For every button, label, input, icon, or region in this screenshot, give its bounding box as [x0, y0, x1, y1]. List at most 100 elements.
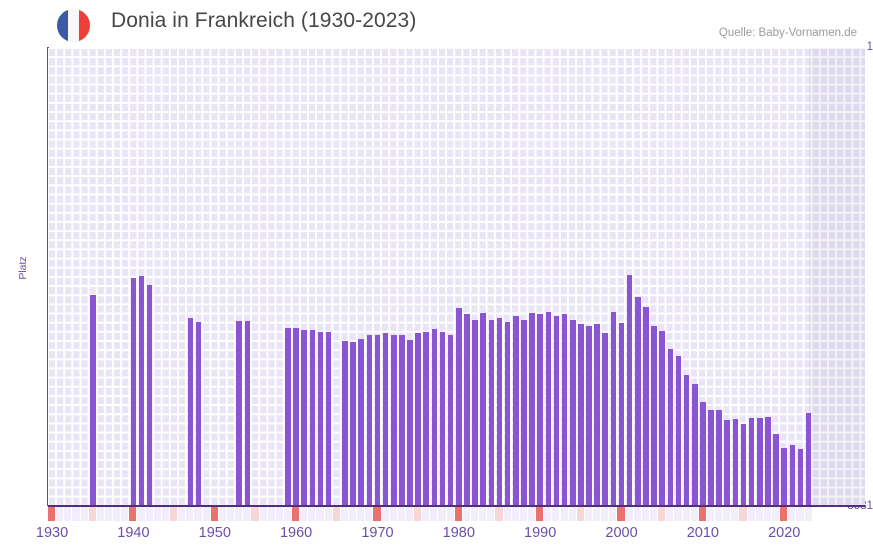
bar-1976[interactable]	[423, 331, 430, 506]
bar-2006[interactable]	[667, 348, 674, 506]
decade-strip-cell-2013	[723, 507, 732, 521]
decade-strip-cell-1971	[381, 507, 390, 521]
bar-1964[interactable]	[325, 332, 332, 506]
bar-1967[interactable]	[350, 341, 356, 506]
bar-1991[interactable]	[545, 312, 552, 506]
bar-1935[interactable]	[89, 294, 96, 506]
bar-1981[interactable]	[464, 313, 470, 506]
bar-2020[interactable]	[781, 447, 787, 506]
bar-1995[interactable]	[578, 323, 584, 506]
bar-2008[interactable]	[683, 374, 690, 506]
bar-1979[interactable]	[447, 335, 454, 506]
bar-2016[interactable]	[748, 418, 755, 506]
x-axis-tick-1980: 1980	[442, 525, 475, 541]
decade-strip-cell-1977	[430, 507, 439, 521]
bar-1973[interactable]	[399, 334, 405, 506]
bar-1961[interactable]	[301, 329, 308, 506]
bar-1953[interactable]	[236, 321, 242, 506]
bar-2010[interactable]	[700, 402, 706, 506]
bar-2023[interactable]	[805, 413, 812, 506]
decade-marker-strip	[48, 507, 865, 521]
bar-1984[interactable]	[488, 319, 495, 506]
bar-1940[interactable]	[130, 278, 137, 506]
decade-strip-cell-1996	[584, 507, 594, 521]
decade-strip-cell-1990	[536, 507, 545, 521]
bar-1985[interactable]	[496, 317, 503, 506]
bar-1980[interactable]	[456, 308, 462, 506]
bar-1992[interactable]	[553, 316, 560, 506]
bar-1986[interactable]	[504, 322, 511, 506]
decade-strip-cell-1959	[283, 507, 293, 521]
bar-1997[interactable]	[594, 323, 600, 506]
bar-1942[interactable]	[146, 284, 153, 506]
decade-strip-cell-1955	[251, 507, 260, 521]
decade-strip-cell-2004	[649, 507, 659, 521]
decade-strip-cell-1936	[96, 507, 105, 521]
bar-1962[interactable]	[309, 330, 316, 506]
france-flag-icon	[57, 9, 90, 42]
bar-1988[interactable]	[521, 320, 527, 506]
bar-1968[interactable]	[358, 339, 364, 506]
decade-strip-cell-2006	[666, 507, 675, 521]
decade-strip-cell-1969	[365, 507, 374, 521]
bar-2009[interactable]	[691, 384, 698, 506]
flag-stripe-blue	[57, 9, 68, 42]
decade-strip-cell-1948	[194, 507, 203, 521]
bar-1969[interactable]	[366, 335, 373, 506]
bar-2017[interactable]	[757, 417, 763, 506]
bar-1974[interactable]	[407, 340, 413, 506]
bar-1998[interactable]	[602, 332, 609, 506]
bar-2001[interactable]	[626, 274, 633, 506]
bar-2019[interactable]	[773, 433, 779, 506]
chart-plot-area	[48, 48, 865, 506]
bar-1972[interactable]	[390, 335, 397, 506]
decade-strip-cell-1934	[80, 507, 89, 521]
bar-1975[interactable]	[415, 332, 421, 506]
bar-2013[interactable]	[724, 420, 731, 506]
bar-2018[interactable]	[765, 417, 771, 506]
bar-1983[interactable]	[480, 312, 486, 506]
bar-2012[interactable]	[716, 409, 722, 506]
bar-1987[interactable]	[512, 315, 519, 506]
decade-strip-cell-2003	[641, 507, 650, 521]
bar-2015[interactable]	[740, 423, 747, 506]
decade-strip-cell-2010	[698, 507, 707, 521]
bar-2002[interactable]	[634, 297, 641, 506]
decade-strip-cell-2016	[747, 507, 756, 521]
bar-1971[interactable]	[382, 332, 389, 506]
bar-2003[interactable]	[643, 307, 649, 506]
bar-1963[interactable]	[317, 332, 324, 506]
bar-1960[interactable]	[293, 327, 299, 506]
bar-1978[interactable]	[439, 331, 446, 506]
bar-1959[interactable]	[285, 327, 291, 506]
bar-1982[interactable]	[472, 319, 478, 506]
bar-2000[interactable]	[618, 322, 625, 506]
bar-1989[interactable]	[529, 312, 535, 506]
bar-2007[interactable]	[675, 356, 682, 506]
bar-1999[interactable]	[610, 312, 617, 506]
decade-strip-cell-2019	[772, 507, 781, 521]
bar-1941[interactable]	[138, 275, 145, 506]
bar-1993[interactable]	[561, 314, 568, 506]
bar-1977[interactable]	[431, 328, 438, 506]
decade-strip-cell-1999	[609, 507, 618, 521]
bar-2004[interactable]	[651, 326, 657, 506]
bar-2011[interactable]	[708, 409, 714, 506]
bar-2022[interactable]	[797, 448, 804, 506]
bar-1948[interactable]	[195, 322, 202, 506]
bar-2021[interactable]	[789, 445, 796, 506]
bar-1954[interactable]	[244, 321, 251, 506]
bar-1947[interactable]	[187, 318, 194, 506]
x-axis-tick-2020: 2020	[768, 525, 801, 541]
bar-1994[interactable]	[569, 320, 576, 506]
bar-series	[48, 48, 865, 506]
bar-1966[interactable]	[342, 340, 348, 506]
bar-1996[interactable]	[586, 325, 592, 506]
decade-strip-cell-1966	[340, 507, 349, 521]
bar-1990[interactable]	[537, 314, 543, 506]
decade-strip-cell-2020	[780, 507, 789, 521]
bar-2014[interactable]	[732, 418, 739, 506]
bar-1970[interactable]	[374, 334, 381, 506]
bar-2005[interactable]	[659, 331, 665, 506]
decade-strip-cell-2022	[796, 507, 805, 521]
